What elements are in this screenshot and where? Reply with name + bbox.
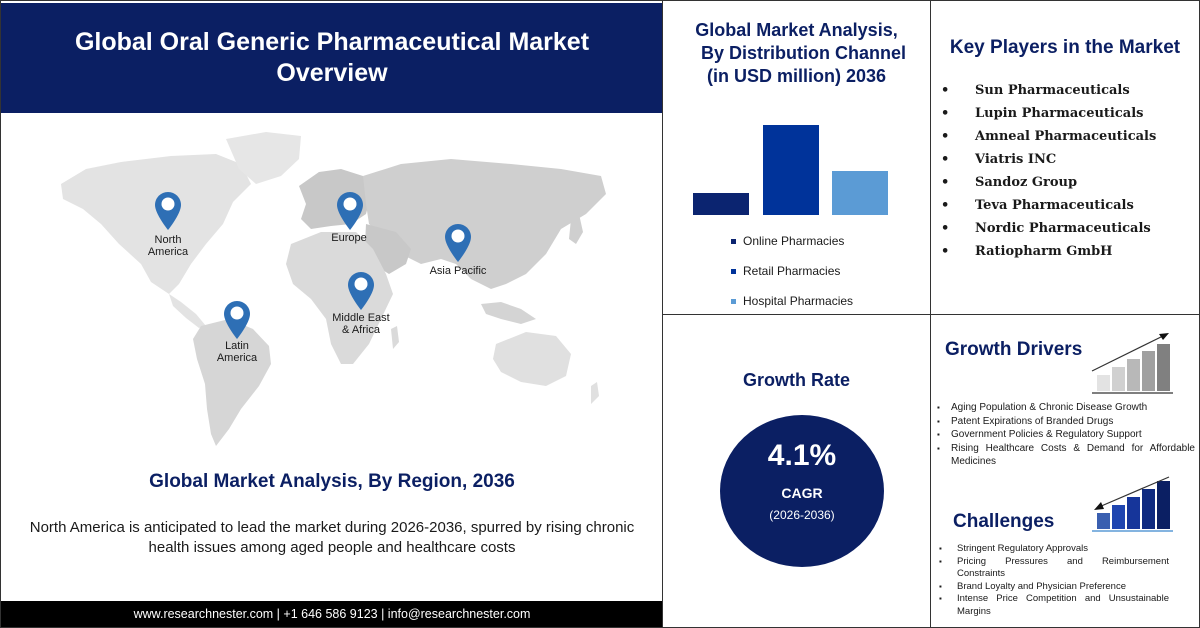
challenges-title: Challenges xyxy=(953,511,1055,532)
key-players-list: • Sun Pharmaceuticals • Lupin Pharmaceutic… xyxy=(941,79,1156,263)
bar-online-pharmacies xyxy=(693,192,749,215)
region-analysis-title: Global Market Analysis, By Region, 2036 xyxy=(149,471,515,492)
map-pin-icon xyxy=(155,192,181,230)
list-item: • Nordic Pharmaceuticals xyxy=(941,221,1151,236)
list-item: ▪ Patent Expirations of Branded Drugs xyxy=(937,415,1114,427)
page-title: Global Oral Generic Pharmaceutical Marke… xyxy=(74,28,590,87)
map-pin-icon xyxy=(337,192,363,230)
list-item: ▪ Stringent Regulatory Approvals xyxy=(939,543,1088,554)
growth-chart-icon xyxy=(1091,333,1173,394)
growth-rate-panel: Growth Rate 4.1% CAGR (2026-2036) xyxy=(662,314,931,628)
legend-item: Online Pharmacies xyxy=(731,226,853,256)
list-item: • Teva Pharmaceuticals xyxy=(941,198,1134,213)
list-item: ▪ Rising Healthcare Costs & Demand for Af… xyxy=(937,442,1195,468)
region-label-middle-east-africa: Middle East & Africa xyxy=(332,312,390,336)
cagr-label: CAGR xyxy=(781,485,823,501)
legend-swatch xyxy=(731,298,736,304)
key-players-panel: Key Players in the Market • Sun Pharmaceu… xyxy=(930,0,1200,315)
cagr-value: 4.1% xyxy=(767,439,837,472)
list-item: ▪ Brand Loyalty and Physician Preference xyxy=(939,580,1126,592)
map-pin-icon xyxy=(445,224,471,262)
distribution-title: Global Market Analysis, By Distribution … xyxy=(695,20,906,86)
distribution-channel-panel: Global Market Analysis, By Distribution … xyxy=(662,0,931,315)
map-pin-icon xyxy=(348,272,374,310)
world-map-graphic xyxy=(61,132,606,446)
list-item: ▪ Aging Population & Chronic Disease Grow… xyxy=(937,402,1148,413)
list-item: ▪ Government Policies & Regulatory Suppor… xyxy=(937,429,1142,440)
footer-contact: www.researchnester.com | +1 646 586 9123… xyxy=(1,601,663,627)
list-item: • Lupin Pharmaceuticals xyxy=(941,106,1144,121)
growth-drivers-title: Growth Drivers xyxy=(945,339,1083,360)
region-label-europe: Europe xyxy=(331,232,367,244)
world-map: North America Europe Asia Pacific Latin Am… xyxy=(1,114,663,464)
key-players-title: Key Players in the Market xyxy=(949,37,1181,58)
contact-info: www.researchnester.com | +1 646 586 9123… xyxy=(133,607,531,621)
list-item: • Ratiopharm GmbH xyxy=(941,244,1113,259)
drivers-challenges-panel: Growth Drivers ▪ Aging Population & Chron… xyxy=(930,314,1200,628)
growth-drivers-list: ▪ Aging Population & Chronic Disease Grow… xyxy=(937,401,1195,469)
legend-item: Hospital Pharmacies xyxy=(731,286,853,316)
decline-chart-icon xyxy=(1092,476,1173,532)
region-label-north-america: North America xyxy=(147,234,189,258)
list-item: • Amneal Pharmaceuticals xyxy=(941,129,1157,144)
list-item: ▪ Pricing Pressures and Reimbursement Con… xyxy=(939,555,1169,580)
region-label-asia-pacific: Asia Pacific xyxy=(429,265,487,277)
list-item: • Viatris INC xyxy=(941,152,1057,167)
list-item: • Sandoz Group xyxy=(941,175,1078,190)
bar-retail-pharmacies xyxy=(763,125,819,215)
list-item: • Sun Pharmaceuticals xyxy=(941,83,1130,98)
page-header: Global Oral Generic Pharmaceutical Marke… xyxy=(1,3,663,113)
region-overview-panel: Global Oral Generic Pharmaceutical Marke… xyxy=(0,0,663,628)
chart-legend: Online Pharmacies Retail Pharmacies Hosp… xyxy=(731,226,853,316)
region-label-latin-america: Latin America xyxy=(216,340,258,364)
cagr-period: (2026-2036) xyxy=(769,508,835,522)
challenges-list: ▪ Stringent Regulatory Approvals ▪ Pricing… xyxy=(939,543,1169,618)
list-item: ▪ Intense Price Competition and Unsustain… xyxy=(939,593,1169,617)
cagr-circle: 4.1% CAGR (2026-2036) xyxy=(720,415,884,567)
map-pin-icon xyxy=(224,301,250,339)
legend-swatch xyxy=(731,238,736,244)
region-analysis-description: North America is anticipated to lead the… xyxy=(29,519,635,556)
legend-item: Retail Pharmacies xyxy=(731,256,853,286)
bar-hospital-pharmacies xyxy=(832,170,888,215)
growth-rate-title: Growth Rate xyxy=(742,370,850,390)
legend-swatch xyxy=(731,268,736,274)
distribution-bar-chart xyxy=(693,111,893,215)
